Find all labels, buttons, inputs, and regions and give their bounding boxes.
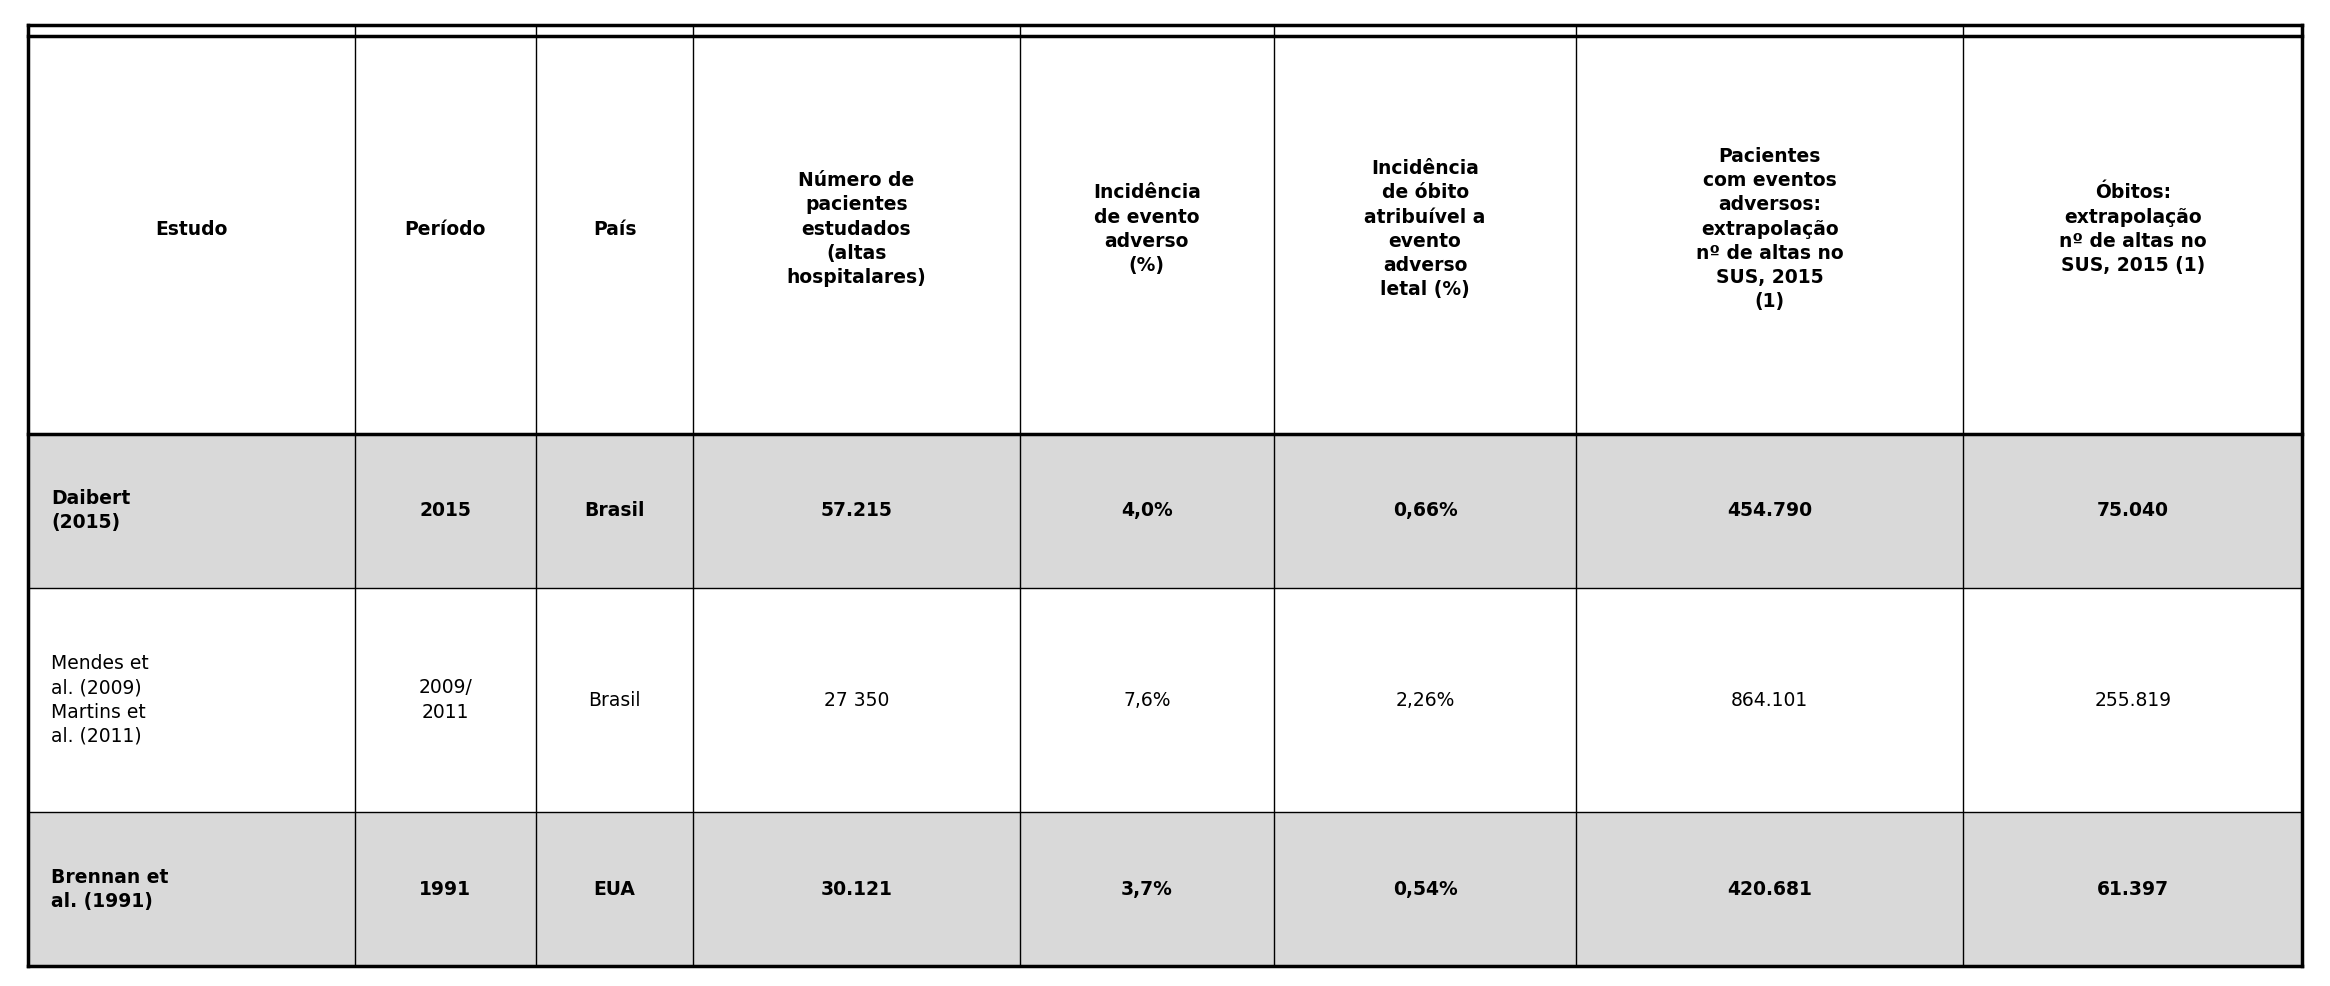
Text: Daibert
(2015): Daibert (2015)	[51, 489, 130, 532]
Text: 2009/
2011: 2009/ 2011	[419, 678, 473, 722]
Text: 30.121: 30.121	[820, 880, 892, 899]
Text: Brasil: Brasil	[589, 690, 641, 710]
Bar	[28, 434, 2302, 588]
Text: Incidência
de evento
adverso
(%): Incidência de evento adverso (%)	[1093, 183, 1200, 275]
Text: 454.790: 454.790	[1727, 501, 1813, 521]
Text: 255.819: 255.819	[2095, 690, 2172, 710]
Text: 1991: 1991	[419, 880, 471, 899]
Bar	[28, 588, 2302, 812]
Text: 420.681: 420.681	[1727, 880, 1813, 899]
Text: 4,0%: 4,0%	[1121, 501, 1172, 521]
Text: Número de
pacientes
estudados
(altas
hospitalares): Número de pacientes estudados (altas hos…	[788, 172, 927, 287]
Text: Pacientes
com eventos
adversos:
extrapolação
nº de altas no
SUS, 2015
(1): Pacientes com eventos adversos: extrapol…	[1696, 147, 1843, 312]
Text: Período: Período	[405, 220, 487, 239]
Text: 0,54%: 0,54%	[1393, 880, 1459, 899]
Text: 27 350: 27 350	[825, 690, 890, 710]
Text: Brennan et
al. (1991): Brennan et al. (1991)	[51, 868, 168, 911]
Bar	[28, 812, 2302, 966]
Text: 7,6%: 7,6%	[1123, 690, 1170, 710]
Text: 61.397: 61.397	[2097, 880, 2169, 899]
Text: 57.215: 57.215	[820, 501, 892, 521]
Text: Incidência
de óbito
atribuível a
evento
adverso
letal (%): Incidência de óbito atribuível a evento …	[1365, 159, 1487, 300]
Text: 3,7%: 3,7%	[1121, 880, 1172, 899]
Text: 2,26%: 2,26%	[1396, 690, 1454, 710]
Text: Brasil: Brasil	[585, 501, 645, 521]
Text: Estudo: Estudo	[156, 220, 228, 239]
Text: País: País	[592, 220, 636, 239]
Text: EUA: EUA	[594, 880, 636, 899]
Text: Óbitos:
extrapolação
nº de altas no
SUS, 2015 (1): Óbitos: extrapolação nº de altas no SUS,…	[2060, 183, 2207, 275]
Bar	[28, 25, 2302, 434]
Text: 2015: 2015	[419, 501, 471, 521]
Text: 75.040: 75.040	[2097, 501, 2169, 521]
Text: 0,66%: 0,66%	[1393, 501, 1459, 521]
Text: 864.101: 864.101	[1731, 690, 1808, 710]
Text: Mendes et
al. (2009)
Martins et
al. (2011): Mendes et al. (2009) Martins et al. (201…	[51, 654, 149, 746]
